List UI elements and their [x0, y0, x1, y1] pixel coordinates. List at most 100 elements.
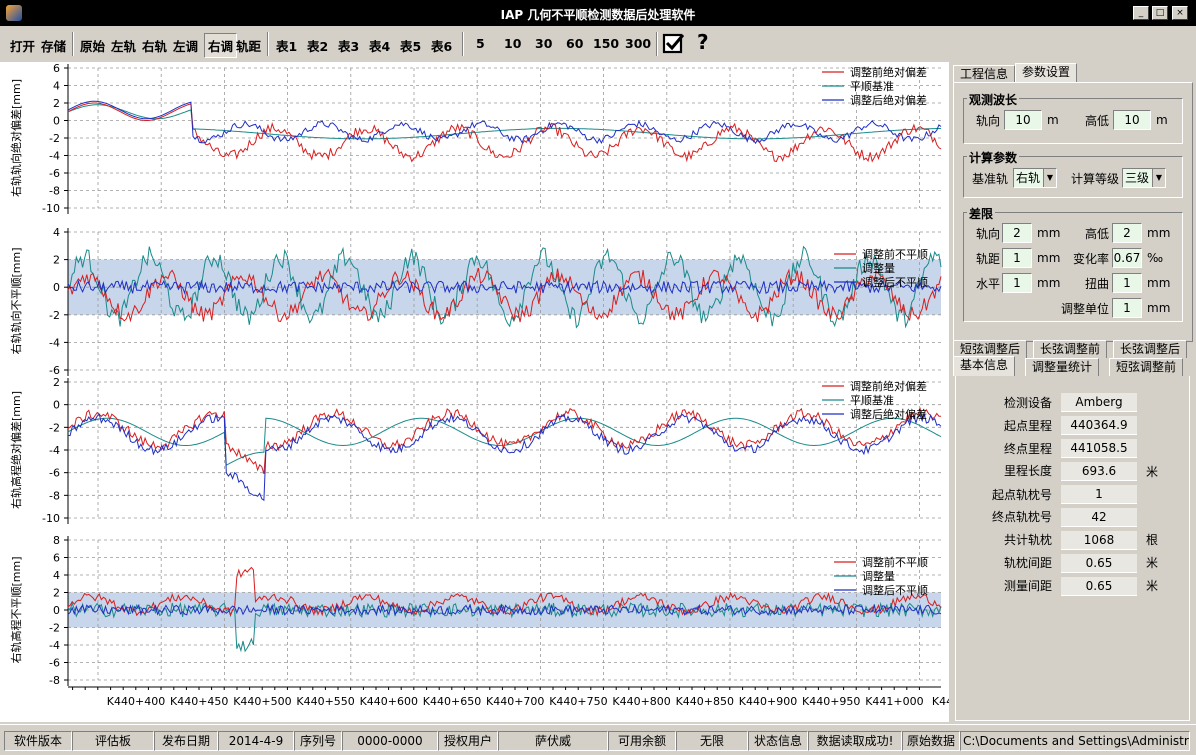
- tab-project-info[interactable]: 工程信息: [953, 65, 1016, 83]
- calc-grade-value: 三级: [1125, 171, 1150, 185]
- y-axis-label: 右轨轨向不平顺[mm]: [9, 247, 23, 354]
- calc-title: 计算参数: [967, 149, 1020, 166]
- zoom-10-button[interactable]: 10: [504, 36, 522, 51]
- info-length-unit: 米: [1146, 465, 1159, 479]
- status-raw-path[interactable]: C:\Documents and Settings\Administrator\…: [960, 731, 1190, 751]
- limit-rate-input[interactable]: 0.67: [1112, 248, 1142, 268]
- tab-long-chord-before[interactable]: 长弦调整前: [1033, 340, 1108, 358]
- view-right-adjust-button[interactable]: 右调: [204, 33, 238, 58]
- x-tick-label: K440+500: [233, 695, 291, 708]
- y-tick-label: -4: [49, 639, 60, 652]
- limit-level-input[interactable]: 2: [1112, 223, 1142, 243]
- info-length-value: 693.6: [1061, 462, 1137, 481]
- info-total-sleepers-unit: 根: [1146, 533, 1159, 547]
- view-left-rail-button[interactable]: 左轨: [111, 39, 137, 54]
- x-tick-label: K440+600: [360, 695, 418, 708]
- zoom-60-button[interactable]: 60: [566, 36, 584, 51]
- limit-cross-level-input[interactable]: 1: [1002, 273, 1032, 293]
- zoom-150-button[interactable]: 150: [593, 36, 620, 51]
- save-button[interactable]: 存储: [41, 39, 67, 54]
- tab-adjust-stats[interactable]: 调整量统计: [1025, 358, 1100, 376]
- legend-entry: 调整前不平顺: [862, 247, 928, 261]
- info-start-mileage-label: 起点里程: [1003, 419, 1052, 433]
- calc-grade-select[interactable]: 三级 ▼: [1122, 168, 1166, 188]
- y-tick-label: -6: [49, 467, 60, 480]
- status-info-label: 状态信息: [748, 731, 808, 751]
- help-button[interactable]: ?: [697, 30, 709, 54]
- limit-gauge-unit: mm: [1037, 251, 1061, 265]
- table6-button[interactable]: 表6: [431, 39, 453, 54]
- y-tick-label: 8: [53, 534, 60, 547]
- calc-grade-label: 计算等级: [1071, 172, 1120, 186]
- chart-area[interactable]: K440+400 K440+450 K440+500 K440+550 K440+600…: [0, 62, 949, 722]
- legend-entry: 调整前不平顺: [862, 555, 928, 569]
- tab-long-chord-after[interactable]: 长弦调整后: [1113, 340, 1188, 358]
- series-line-1: [67, 407, 942, 475]
- y-tick-label: -6: [49, 364, 60, 377]
- open-button[interactable]: 打开: [10, 39, 36, 54]
- table2-button[interactable]: 表2: [307, 39, 329, 54]
- y-tick-label: 0: [53, 399, 60, 412]
- info-device-value: Amberg: [1061, 393, 1137, 412]
- x-tick-label: K440+950: [802, 695, 860, 708]
- zoom-300-button[interactable]: 300: [625, 36, 652, 51]
- base-rail-select[interactable]: 右轨 ▼: [1013, 168, 1057, 188]
- toolbar: 打开 存储 原始 左轨 右轨 左调 右调 轨距 表1 表2 表3 表4 表5 表…: [0, 26, 1196, 63]
- app-icon[interactable]: [6, 5, 22, 21]
- y-tick-label: -10: [42, 512, 60, 525]
- y-tick-label: 2: [53, 587, 60, 600]
- status-bar: 软件版本 评估板 发布日期 2014-4-9 序列号 0000-0000 授权用…: [0, 724, 1196, 755]
- wavelength-line-unit: m: [1047, 113, 1059, 127]
- tab-parameter-settings[interactable]: 参数设置: [1015, 63, 1078, 83]
- adjust-unit-input[interactable]: 1: [1112, 298, 1142, 318]
- x-tick-label: K440+750: [549, 695, 607, 708]
- table3-button[interactable]: 表3: [338, 39, 360, 54]
- y-tick-label: 2: [53, 254, 60, 267]
- limit-twist-label: 扭曲: [1085, 277, 1110, 291]
- wavelength-line-input[interactable]: 10: [1004, 110, 1042, 130]
- tab-short-chord-before[interactable]: 短弦调整前: [1109, 358, 1184, 376]
- window-title: IAP 几何不平顺检测数据后处理软件: [500, 8, 696, 22]
- status-balance-value: 无限: [676, 731, 748, 751]
- zoom-30-button[interactable]: 30: [535, 36, 553, 51]
- info-start-sleeper-label: 起点轨枕号: [991, 488, 1052, 502]
- chevron-down-icon[interactable]: ▼: [1043, 169, 1056, 187]
- info-measure-spacing-value: 0.65: [1061, 577, 1137, 596]
- limit-rate-unit: ‰: [1147, 251, 1164, 265]
- limit-gauge-input[interactable]: 1: [1002, 248, 1032, 268]
- y-tick-label: -4: [49, 336, 60, 349]
- y-tick-label: 0: [53, 281, 60, 294]
- tab-short-chord-after[interactable]: 短弦调整后: [953, 340, 1028, 358]
- y-axis-label: 右轨高程不平顺[mm]: [9, 556, 23, 663]
- view-raw-button[interactable]: 原始: [80, 39, 106, 54]
- y-axis-label: 右轨高程绝对偏差[mm]: [9, 391, 23, 509]
- table1-button[interactable]: 表1: [276, 39, 298, 54]
- wavelength-level-input[interactable]: 10: [1113, 110, 1151, 130]
- y-tick-label: -6: [49, 167, 60, 180]
- adjust-unit-label: 调整单位: [1061, 302, 1110, 316]
- info-total-sleepers-value: 1068: [1061, 531, 1137, 550]
- table5-button[interactable]: 表5: [400, 39, 422, 54]
- maximize-button[interactable]: □: [1152, 6, 1168, 20]
- x-tick-label: K441+000: [865, 695, 923, 708]
- wavelength-title: 观测波长: [967, 91, 1020, 108]
- limit-line-input[interactable]: 2: [1002, 223, 1032, 243]
- table4-button[interactable]: 表4: [369, 39, 391, 54]
- checkbox-check-icon[interactable]: [662, 32, 686, 56]
- wavelength-line-label: 轨向: [976, 114, 1001, 128]
- minimize-button[interactable]: _: [1133, 6, 1149, 20]
- view-gauge-button[interactable]: 轨距: [236, 39, 262, 54]
- info-start-mileage-value: 440364.9: [1061, 416, 1137, 435]
- tab-basic-info[interactable]: 基本信息: [953, 356, 1016, 376]
- close-button[interactable]: ×: [1172, 6, 1188, 20]
- view-left-adjust-button[interactable]: 左调: [173, 39, 199, 54]
- y-tick-label: -2: [49, 421, 60, 434]
- limits-title: 差限: [967, 205, 996, 222]
- zoom-5-button[interactable]: 5: [476, 36, 485, 51]
- y-tick-label: -2: [49, 132, 60, 145]
- view-right-rail-button[interactable]: 右轨: [142, 39, 168, 54]
- limit-twist-input[interactable]: 1: [1112, 273, 1142, 293]
- chevron-down-icon[interactable]: ▼: [1152, 169, 1165, 187]
- y-tick-label: 2: [53, 376, 60, 389]
